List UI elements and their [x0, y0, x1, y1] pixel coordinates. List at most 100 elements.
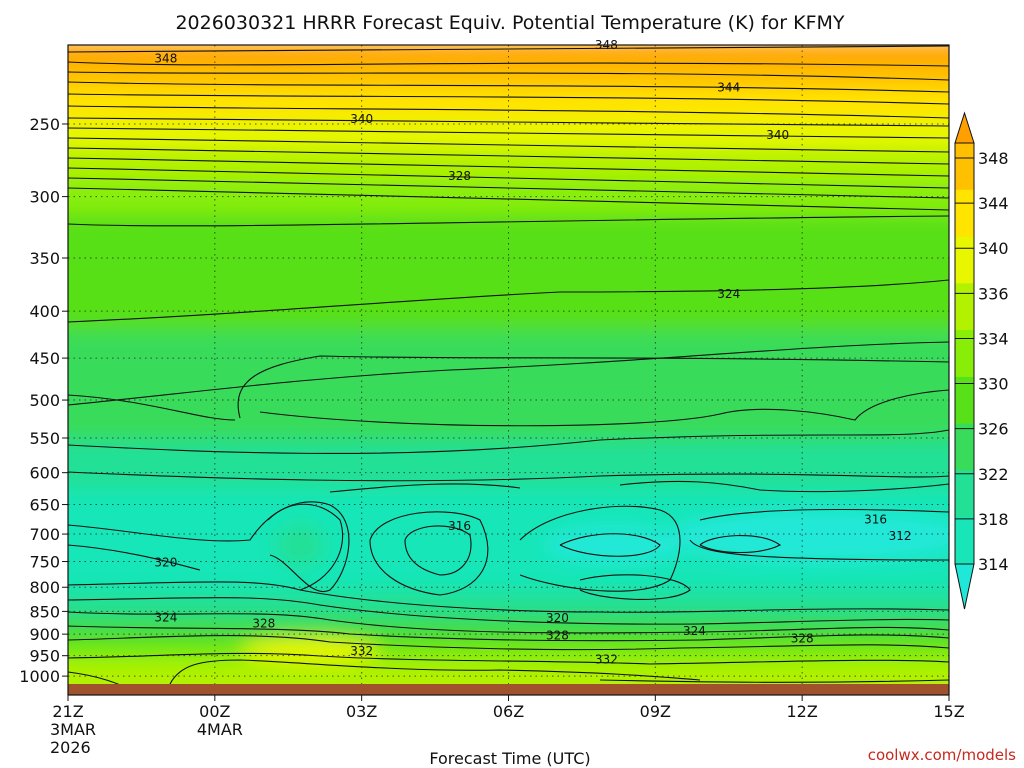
field-band — [68, 148, 949, 180]
x-tick-label: 00Z 4MAR — [197, 702, 243, 739]
contour-label-text: 340 — [766, 128, 789, 142]
ground-strip — [68, 684, 949, 695]
field-band — [68, 45, 949, 64]
contour-label: 328 — [252, 616, 275, 630]
field-maximum — [275, 523, 325, 567]
contour-label: 324 — [683, 624, 706, 638]
contour-line — [68, 105, 949, 119]
x-tick-label-line: 09Z — [640, 702, 671, 721]
contour-line — [699, 535, 782, 554]
contour-line — [68, 341, 949, 406]
contour-line — [68, 127, 949, 139]
contour-label: 328 — [448, 169, 471, 183]
contour-line — [519, 505, 681, 592]
x-tick-label-line: 12Z — [787, 702, 818, 721]
contour-label-text: 324 — [717, 287, 740, 301]
contour-label-text: 328 — [791, 632, 814, 646]
colorbar: 348 344 340 336 334 330 326 322 318 314 — [954, 111, 1009, 610]
colorbar-upper-arrow — [954, 111, 975, 144]
contour-label: 320 — [546, 611, 569, 625]
y-tick-label: 500 — [29, 391, 60, 410]
contour-line — [68, 429, 949, 455]
colorbar-label: 336 — [978, 284, 1009, 303]
contour-line — [68, 147, 949, 165]
contour-line — [259, 389, 949, 427]
contour-line — [68, 71, 949, 81]
contour-line — [68, 279, 949, 323]
x-tick-label-line: 15Z — [933, 702, 964, 721]
colorbar-segment — [955, 470, 974, 518]
contour-label: 340 — [350, 112, 373, 126]
colorbar-label: 330 — [978, 375, 1009, 394]
contour-label: 328 — [791, 632, 814, 646]
contour-label-text: 320 — [154, 556, 177, 570]
contour-label-text: 320 — [546, 611, 569, 625]
contour-label-text: 340 — [350, 112, 373, 126]
contour-label-text: 316 — [448, 519, 471, 533]
contour-label-text: 324 — [683, 624, 706, 638]
colorbar-segment — [955, 143, 974, 191]
colorbar-label: 334 — [978, 329, 1009, 348]
contour-line — [68, 177, 949, 199]
contour-label-text: 316 — [864, 513, 887, 527]
contour-line — [68, 581, 949, 613]
contour-label-text: 328 — [448, 169, 471, 183]
contour-label: 344 — [717, 80, 740, 94]
colorbar-label: 314 — [978, 555, 1009, 574]
chart-title: 2026030321 HRRR Forecast Equiv. Potentia… — [175, 12, 844, 34]
contour-label: 332 — [595, 652, 618, 666]
colorbar-segment — [955, 376, 974, 425]
gridlines — [68, 45, 949, 695]
colorbar-segment — [955, 517, 974, 565]
contour-line — [68, 471, 949, 482]
x-tick-label: 03Z — [346, 702, 377, 721]
contour-line — [369, 511, 489, 596]
contour-line — [68, 544, 201, 571]
x-tick-label-line: 4MAR — [197, 720, 243, 739]
contour-label: 332 — [350, 644, 373, 658]
contour-line — [68, 625, 949, 642]
contour-line — [68, 597, 949, 625]
source-credit: coolwx.com/models — [868, 746, 1016, 764]
x-tick-label: 06Z — [493, 702, 524, 721]
contour-lines — [68, 45, 949, 691]
y-tick-label: 450 — [29, 349, 60, 368]
contour-label-text: 348 — [154, 51, 177, 65]
x-axis: 21Z 3MAR 2026 00Z 4MAR 03Z 06Z 09Z 12Z 15Z — [50, 695, 965, 757]
contour-label: 316 — [864, 513, 887, 527]
contour-label-text: 332 — [350, 644, 373, 658]
contour-line — [68, 93, 949, 105]
contour-line — [599, 679, 949, 683]
colorbar-label: 318 — [978, 510, 1009, 529]
x-tick-label-line: 21Z — [52, 702, 83, 721]
y-tick-label: 650 — [29, 496, 60, 515]
colorbar-segment — [955, 189, 974, 238]
contour-line — [68, 634, 949, 651]
y-tick-label: 750 — [29, 553, 60, 572]
y-tick-label: 950 — [29, 647, 60, 666]
y-tick-label: 250 — [29, 115, 60, 134]
contour-line — [237, 355, 949, 419]
contour-line — [619, 480, 949, 493]
contour-label-text: 344 — [717, 80, 740, 94]
x-tick-label-line: 03Z — [346, 702, 377, 721]
x-tick-label: 15Z — [933, 702, 964, 721]
colorbar-segment — [955, 423, 974, 471]
contour-label-text: 328 — [546, 628, 569, 642]
contour-label: 348 — [154, 51, 177, 65]
field-maximum — [240, 638, 380, 662]
x-tick-label-line: 3MAR — [50, 720, 96, 739]
y-tick-label: 300 — [29, 188, 60, 207]
x-tick-label-line: 00Z — [199, 702, 230, 721]
contour-line — [68, 167, 949, 189]
contour-line — [579, 574, 691, 601]
y-axis: 250 300 350 400 450 500 550 600 650 700 750 800 850 9… — [19, 115, 68, 686]
y-tick-label: 550 — [29, 429, 60, 448]
colorbar-lower-arrow — [954, 563, 975, 610]
contour-label: 324 — [717, 287, 740, 301]
y-tick-label: 400 — [29, 302, 60, 321]
contour-label-text: 312 — [889, 529, 912, 543]
colorbar-label: 348 — [978, 149, 1009, 168]
contour-line — [404, 525, 472, 576]
